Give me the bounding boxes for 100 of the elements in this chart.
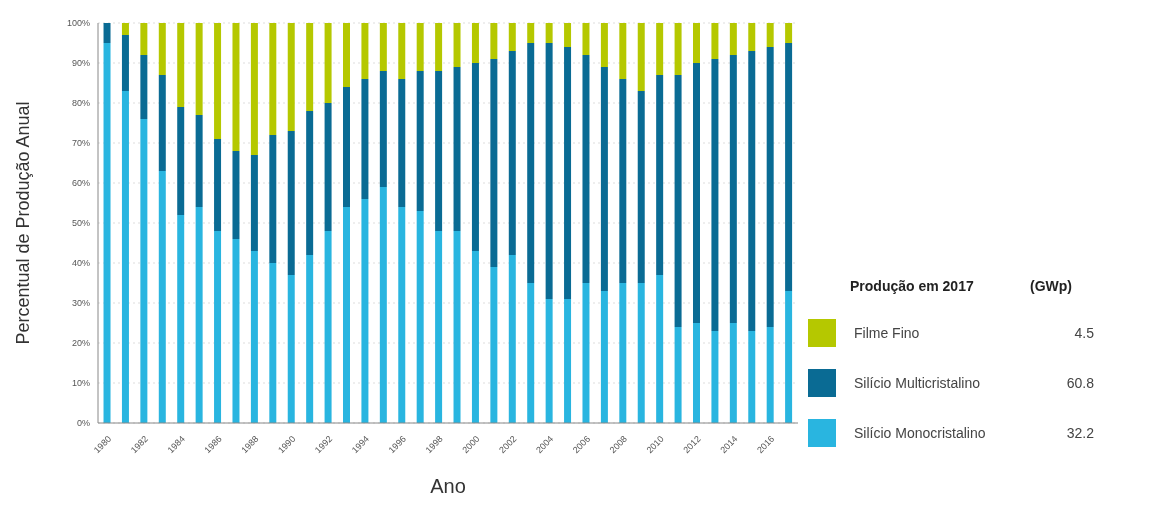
bar: [508, 23, 516, 51]
bar: [103, 23, 111, 43]
bar: [766, 327, 774, 423]
bar: [379, 71, 387, 187]
y-tick-label: 0%: [76, 418, 90, 429]
bar: [490, 267, 498, 423]
bar: [785, 291, 793, 423]
bar: [250, 251, 258, 423]
y-tick-label: 30%: [71, 298, 90, 309]
bar: [471, 23, 479, 63]
bar: [269, 23, 277, 135]
bar: [527, 23, 535, 43]
bar: [600, 23, 608, 67]
bar: [361, 23, 369, 79]
bar: [545, 43, 553, 299]
y-tick-label: 60%: [71, 178, 90, 189]
bar: [158, 171, 166, 423]
bar: [637, 23, 645, 91]
bar: [785, 23, 793, 43]
bar: [619, 283, 627, 423]
bar: [324, 231, 332, 423]
x-axis-title: Ano: [430, 475, 466, 497]
bar: [619, 79, 627, 283]
bar: [564, 23, 572, 47]
bar: [269, 263, 277, 423]
bar: [729, 323, 737, 423]
bar: [748, 23, 756, 51]
y-tick-label: 20%: [71, 338, 90, 349]
bar: [711, 331, 719, 423]
legend-title: Produção em 2017: [850, 278, 975, 294]
bar: [287, 131, 295, 275]
bar: [600, 67, 608, 291]
bar: [619, 23, 627, 79]
bar: [748, 51, 756, 331]
bar: [527, 43, 535, 283]
bar: [766, 47, 774, 327]
y-tick-label: 10%: [71, 378, 90, 389]
bar: [674, 75, 682, 327]
bar: [508, 51, 516, 255]
bar: [435, 23, 443, 71]
bar: [656, 275, 664, 423]
bar: [508, 255, 516, 423]
bar: [306, 111, 314, 255]
bar: [158, 23, 166, 75]
bar: [343, 87, 350, 207]
bar: [121, 91, 129, 423]
bar: [545, 299, 553, 423]
bar: [195, 23, 203, 115]
legend-label: Filme Fino: [854, 325, 921, 341]
bar: [361, 79, 369, 199]
bar: [158, 75, 166, 171]
bar: [564, 47, 572, 299]
bar: [527, 283, 535, 423]
bar: [564, 299, 572, 423]
bar: [416, 71, 424, 211]
bar: [693, 63, 700, 323]
bar: [398, 23, 406, 79]
bar: [416, 23, 424, 71]
bar: [103, 43, 111, 423]
bar: [250, 23, 258, 155]
bar: [379, 187, 387, 423]
bar: [656, 75, 664, 275]
bar: [416, 211, 424, 423]
bar: [121, 35, 129, 91]
bar: [490, 23, 498, 59]
bar: [453, 231, 461, 423]
bar: [471, 63, 479, 251]
bar: [232, 151, 240, 239]
bar: [195, 207, 203, 423]
y-tick-label: 90%: [71, 58, 90, 69]
bar: [711, 23, 719, 59]
bar: [324, 103, 332, 231]
bar: [177, 215, 185, 423]
bar: [693, 323, 700, 423]
bar: [490, 59, 498, 267]
bar: [785, 43, 793, 291]
bar: [214, 23, 222, 139]
bar: [674, 327, 682, 423]
bar: [582, 23, 590, 55]
bar: [361, 199, 369, 423]
bar: [711, 59, 719, 331]
bar: [453, 23, 461, 67]
bar: [398, 207, 406, 423]
bar: [287, 275, 295, 423]
bar: [748, 331, 756, 423]
y-tick-label: 40%: [71, 258, 90, 269]
bar: [729, 23, 737, 55]
bar: [195, 115, 203, 207]
text: 32.2: [1065, 425, 1094, 441]
bar: [343, 23, 350, 87]
bar: [214, 139, 222, 231]
bar: [250, 155, 258, 251]
bar: [343, 207, 350, 423]
bar: [214, 231, 222, 423]
bar: [582, 55, 590, 283]
text: 60.8: [1065, 375, 1094, 391]
y-tick-label: 50%: [71, 218, 90, 229]
bar: [140, 119, 148, 423]
bar: [177, 23, 185, 107]
bar: [453, 67, 461, 231]
